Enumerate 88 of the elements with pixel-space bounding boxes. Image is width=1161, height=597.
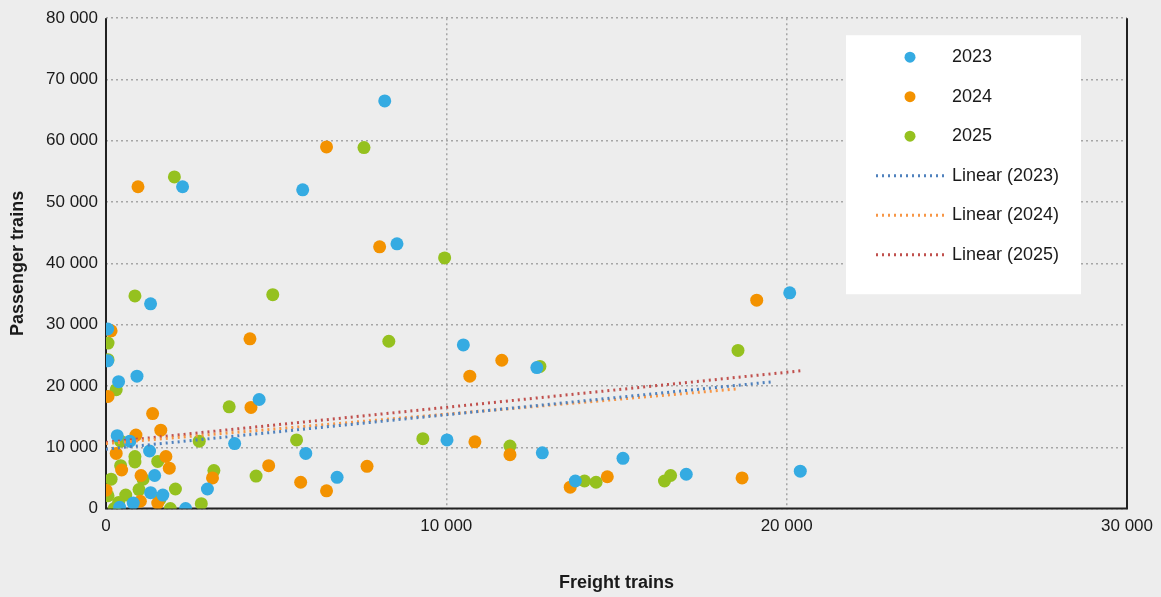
point: [249, 469, 263, 483]
point: [495, 353, 509, 367]
point: [440, 433, 454, 447]
point: [503, 448, 517, 462]
point: [143, 444, 157, 458]
point: [126, 496, 140, 509]
point: [148, 469, 162, 482]
point: [731, 343, 745, 357]
point: [115, 463, 129, 477]
point: [144, 486, 158, 500]
point: [167, 170, 181, 184]
point: [299, 446, 313, 460]
point: [735, 471, 749, 485]
point: [106, 472, 118, 486]
point: [200, 482, 214, 496]
point: [112, 375, 126, 389]
point: [252, 392, 266, 406]
point: [146, 407, 160, 421]
point: [262, 459, 276, 473]
legend-label: 2023: [952, 46, 993, 67]
y-axis-title: Passenger trains: [6, 190, 27, 336]
point: [373, 240, 387, 254]
point: [463, 369, 477, 383]
point: [131, 180, 145, 194]
x-tick-label: 0: [101, 516, 111, 536]
point: [168, 482, 182, 496]
point: [290, 433, 304, 447]
point: [320, 484, 334, 498]
x-tick-label: 30 000: [1101, 516, 1153, 536]
point: [468, 435, 482, 449]
point: [416, 432, 430, 446]
point: [266, 288, 280, 302]
y-tick-label: 60 000: [46, 130, 98, 150]
point: [600, 470, 614, 484]
point: [144, 297, 158, 311]
point: [382, 334, 396, 348]
y-tick-label: 70 000: [46, 69, 98, 89]
y-tick-label: 0: [88, 498, 98, 518]
point: [206, 471, 220, 485]
point: [750, 293, 764, 307]
point: [176, 180, 190, 194]
point: [357, 141, 371, 155]
point: [679, 467, 693, 481]
point: [222, 400, 236, 414]
point: [296, 183, 310, 197]
point: [360, 459, 374, 473]
point: [128, 289, 142, 303]
point: [130, 369, 144, 383]
point: [378, 94, 392, 108]
point: [156, 488, 170, 502]
y-tick-label: 80 000: [46, 7, 98, 27]
y-tick-label: 20 000: [46, 375, 98, 395]
point: [244, 400, 258, 414]
point: [783, 286, 797, 300]
legend-label: Linear (2025): [952, 243, 1060, 264]
point: [330, 470, 344, 484]
point: [438, 251, 452, 265]
point: [568, 474, 582, 488]
x-axis-title: Freight trains: [558, 571, 675, 592]
point: [294, 475, 308, 489]
y-tick-label: 30 000: [46, 314, 98, 334]
legend-label: 2025: [952, 125, 993, 146]
point: [589, 475, 603, 489]
x-tick-label: 10 000: [420, 516, 473, 536]
point: [228, 437, 242, 451]
legend-label: Linear (2023): [952, 164, 1060, 185]
point: [159, 450, 173, 463]
point: [110, 429, 124, 443]
point: [154, 423, 168, 437]
point: [243, 332, 257, 346]
point: [535, 446, 549, 460]
point: [132, 483, 146, 497]
point: [109, 446, 123, 460]
y-tick-label: 10 000: [46, 436, 98, 456]
y-tick-label: 50 000: [46, 191, 98, 211]
point: [134, 469, 148, 482]
point: [320, 140, 334, 154]
legend-label: Linear (2024): [952, 204, 1060, 225]
x-tick-label: 20 000: [760, 516, 813, 536]
point: [162, 461, 176, 475]
point: [194, 497, 208, 509]
point: [390, 237, 404, 251]
point: [664, 469, 678, 482]
point: [616, 451, 630, 465]
y-tick-label: 40 000: [46, 253, 98, 273]
point: [793, 464, 807, 478]
point: [456, 338, 470, 352]
legend-label: 2024: [952, 85, 993, 106]
